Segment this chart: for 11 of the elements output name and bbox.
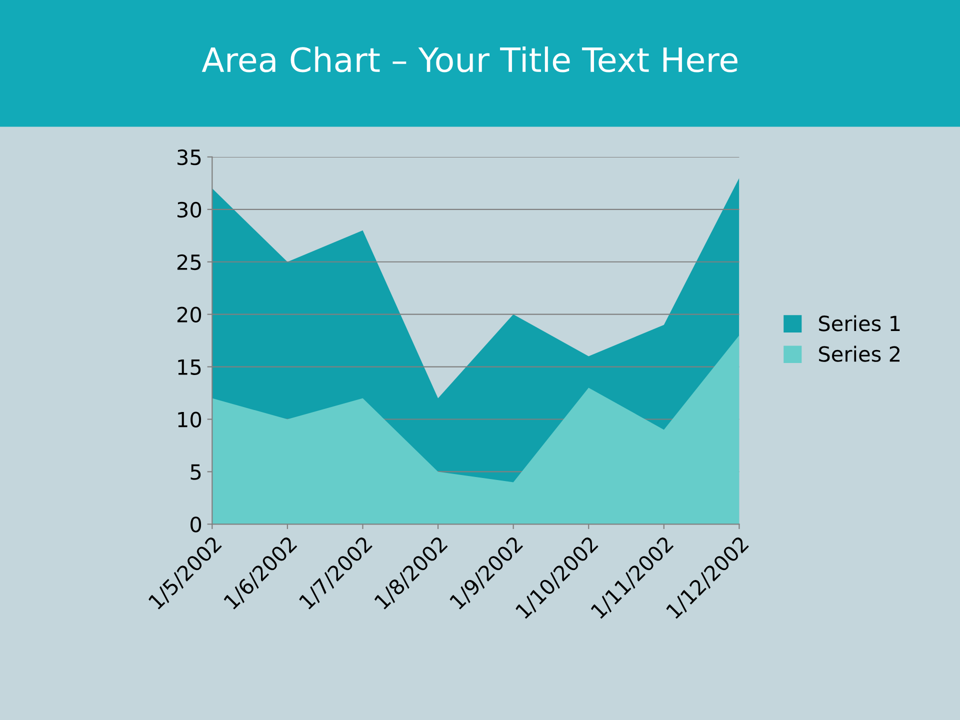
y-tick-label: 5 xyxy=(190,464,201,480)
y-tick-label: 10 xyxy=(178,412,202,428)
legend-label: Series 2 xyxy=(819,346,900,362)
legend-label: Series 1 xyxy=(819,315,900,332)
y-tick-label: 20 xyxy=(177,306,202,323)
y-tick-label: 30 xyxy=(178,202,202,218)
y-tick-label: 25 xyxy=(177,254,201,270)
y-tick-label: 15 xyxy=(178,360,201,375)
y-tick-label: 0 xyxy=(190,516,202,532)
y-tick-label: 35 xyxy=(178,149,201,166)
chart-title: Area Chart – Your Title Text Here xyxy=(202,46,738,72)
